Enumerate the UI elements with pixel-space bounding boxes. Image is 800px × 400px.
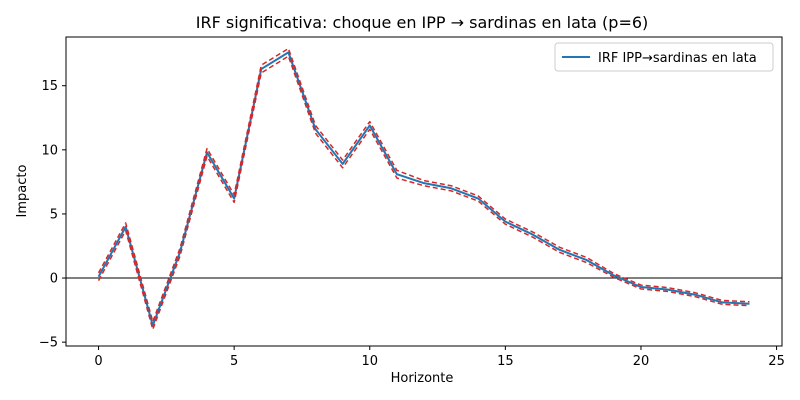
x-tick-label: 15 bbox=[497, 354, 514, 369]
plot-area: 0 5 10 15 20 25 −5 0 5 10 15 bbox=[39, 36, 785, 369]
x-tick-label: 10 bbox=[361, 354, 378, 369]
confidence-band-line-2 bbox=[97, 55, 750, 331]
x-tick-label: 0 bbox=[94, 354, 102, 369]
legend-box bbox=[554, 42, 774, 72]
x-axis-label: Horizonte bbox=[391, 371, 454, 386]
y-tick-label: 15 bbox=[41, 79, 58, 94]
confidence-band-line-1 bbox=[97, 47, 750, 323]
y-tick-label: −5 bbox=[39, 336, 58, 351]
irf-series-line bbox=[97, 51, 750, 327]
y-tick-label: 5 bbox=[50, 207, 58, 222]
x-tick-label: 25 bbox=[768, 354, 785, 369]
x-tick-label: 5 bbox=[230, 354, 238, 369]
x-tick-label: 20 bbox=[633, 354, 650, 369]
y-tick-label: 0 bbox=[50, 272, 58, 287]
y-axis-label: Impacto bbox=[15, 165, 30, 218]
legend-label: IRF IPP→sardinas en lata bbox=[598, 51, 757, 66]
axes-frame bbox=[65, 36, 783, 347]
legend: IRF IPP→sardinas en lata bbox=[554, 42, 774, 72]
chart-title: IRF significativa: choque en IPP → sardi… bbox=[196, 13, 649, 32]
y-tick-label: 10 bbox=[41, 143, 58, 158]
